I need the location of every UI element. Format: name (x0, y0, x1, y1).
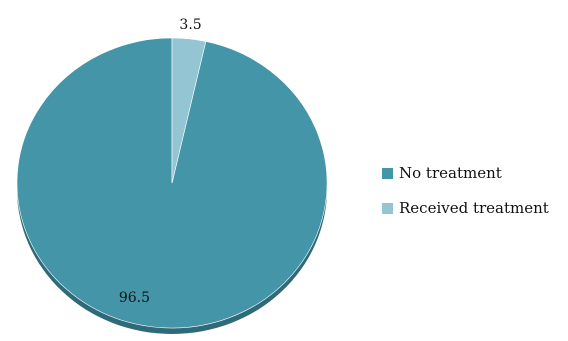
legend-item-received-treatment: Received treatment (382, 199, 549, 217)
legend-label-received-treatment: Received treatment (399, 199, 549, 217)
pie-slice-received-treatment (171, 37, 207, 184)
legend: No treatment Received treatment (382, 164, 549, 234)
data-label-no-treatment: 96.5 (119, 290, 150, 306)
legend-label-no-treatment: No treatment (399, 164, 502, 182)
pie-data-labels: 96.5 3.5 (119, 17, 202, 306)
pie-slices (16, 37, 328, 329)
legend-swatch-received-treatment (382, 202, 393, 214)
legend-swatch-no-treatment (382, 167, 393, 179)
data-label-received-treatment: 3.5 (179, 17, 201, 33)
legend-item-no-treatment: No treatment (382, 164, 549, 182)
